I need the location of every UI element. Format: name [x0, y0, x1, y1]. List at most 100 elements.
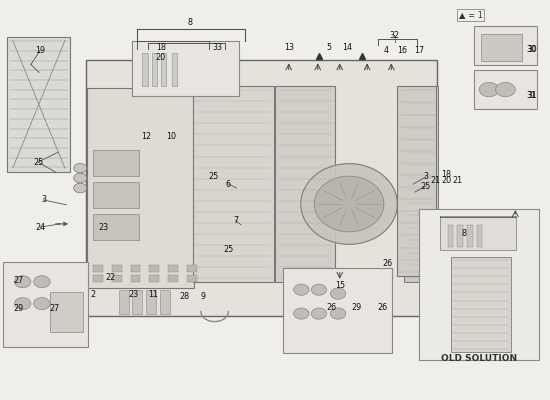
Text: 23: 23: [99, 223, 109, 232]
Text: 4: 4: [383, 46, 388, 55]
FancyBboxPatch shape: [93, 264, 103, 272]
Circle shape: [14, 276, 31, 288]
FancyBboxPatch shape: [419, 209, 540, 360]
Text: 20: 20: [441, 176, 451, 185]
FancyBboxPatch shape: [448, 225, 453, 247]
Text: 15: 15: [334, 281, 345, 290]
FancyBboxPatch shape: [161, 52, 166, 86]
FancyBboxPatch shape: [86, 60, 437, 316]
Text: ▲ = 1: ▲ = 1: [459, 10, 483, 20]
Text: 19: 19: [35, 46, 45, 55]
FancyBboxPatch shape: [152, 52, 157, 86]
FancyBboxPatch shape: [474, 70, 537, 109]
FancyBboxPatch shape: [130, 274, 140, 282]
Circle shape: [311, 308, 327, 319]
FancyBboxPatch shape: [142, 52, 148, 86]
Text: 27: 27: [50, 304, 59, 313]
FancyBboxPatch shape: [150, 274, 160, 282]
FancyBboxPatch shape: [477, 225, 482, 247]
Circle shape: [331, 288, 346, 299]
Text: 33: 33: [212, 43, 222, 52]
Text: Maserati Levante parts catalogue: Maserati Levante parts catalogue: [111, 173, 373, 322]
Circle shape: [311, 284, 327, 295]
Text: 31: 31: [527, 91, 537, 100]
Text: 14: 14: [343, 43, 353, 52]
Text: 20: 20: [156, 53, 166, 62]
FancyBboxPatch shape: [150, 264, 160, 272]
FancyBboxPatch shape: [133, 290, 142, 314]
Circle shape: [294, 308, 309, 319]
Text: OLD SOLUTION: OLD SOLUTION: [441, 354, 517, 363]
Circle shape: [14, 298, 31, 310]
FancyBboxPatch shape: [397, 86, 436, 276]
FancyBboxPatch shape: [168, 274, 178, 282]
FancyBboxPatch shape: [457, 225, 463, 247]
FancyBboxPatch shape: [192, 86, 274, 282]
FancyBboxPatch shape: [172, 52, 177, 86]
FancyBboxPatch shape: [133, 40, 239, 96]
Circle shape: [34, 276, 50, 288]
FancyBboxPatch shape: [275, 86, 336, 282]
Circle shape: [74, 163, 87, 173]
Circle shape: [496, 82, 515, 97]
Circle shape: [294, 284, 309, 295]
Circle shape: [74, 173, 87, 183]
Circle shape: [331, 308, 346, 319]
FancyBboxPatch shape: [93, 182, 140, 208]
FancyBboxPatch shape: [439, 216, 516, 250]
Text: 13: 13: [284, 43, 294, 52]
Text: 28: 28: [179, 292, 190, 301]
FancyBboxPatch shape: [130, 264, 140, 272]
FancyBboxPatch shape: [187, 274, 197, 282]
FancyBboxPatch shape: [3, 262, 89, 348]
Text: 29: 29: [351, 303, 361, 312]
Text: 8: 8: [462, 229, 467, 238]
Text: a part diagram from the: a part diagram from the: [136, 165, 326, 275]
FancyBboxPatch shape: [87, 88, 194, 288]
Text: 10: 10: [166, 132, 176, 141]
Circle shape: [479, 82, 499, 97]
FancyBboxPatch shape: [50, 292, 83, 332]
FancyBboxPatch shape: [93, 274, 103, 282]
Circle shape: [34, 298, 50, 310]
Text: 25: 25: [33, 158, 43, 167]
Text: 25: 25: [421, 182, 431, 190]
FancyBboxPatch shape: [7, 36, 70, 172]
Polygon shape: [315, 176, 384, 232]
FancyBboxPatch shape: [187, 264, 197, 272]
Text: 32: 32: [389, 31, 400, 40]
Text: 18: 18: [156, 43, 166, 52]
Text: 3: 3: [424, 172, 428, 181]
FancyBboxPatch shape: [93, 150, 140, 176]
Text: 11: 11: [148, 290, 158, 299]
Text: 25: 25: [208, 172, 219, 180]
FancyBboxPatch shape: [160, 290, 169, 314]
FancyBboxPatch shape: [474, 26, 537, 65]
Text: 30: 30: [527, 45, 537, 54]
Text: 26: 26: [326, 303, 336, 312]
Text: 27: 27: [13, 276, 23, 285]
Text: 9: 9: [200, 292, 205, 301]
Text: 21: 21: [452, 176, 462, 185]
Text: 24: 24: [35, 223, 45, 232]
Text: 16: 16: [397, 46, 408, 55]
Text: 7: 7: [233, 216, 238, 225]
Text: 25: 25: [223, 245, 234, 254]
Text: 18: 18: [441, 170, 451, 178]
Text: 8: 8: [188, 18, 192, 27]
FancyBboxPatch shape: [283, 268, 392, 354]
FancyBboxPatch shape: [93, 214, 140, 240]
Circle shape: [74, 183, 87, 193]
Text: 26: 26: [382, 259, 393, 268]
Polygon shape: [301, 164, 397, 244]
Text: 30: 30: [527, 45, 537, 54]
Text: 26: 26: [377, 303, 387, 312]
FancyBboxPatch shape: [168, 264, 178, 272]
FancyBboxPatch shape: [112, 264, 122, 272]
FancyBboxPatch shape: [119, 290, 129, 314]
Text: 3: 3: [41, 196, 46, 204]
Text: 12: 12: [141, 132, 151, 141]
Text: 17: 17: [414, 46, 424, 55]
Text: 6: 6: [226, 180, 231, 188]
FancyBboxPatch shape: [112, 274, 122, 282]
